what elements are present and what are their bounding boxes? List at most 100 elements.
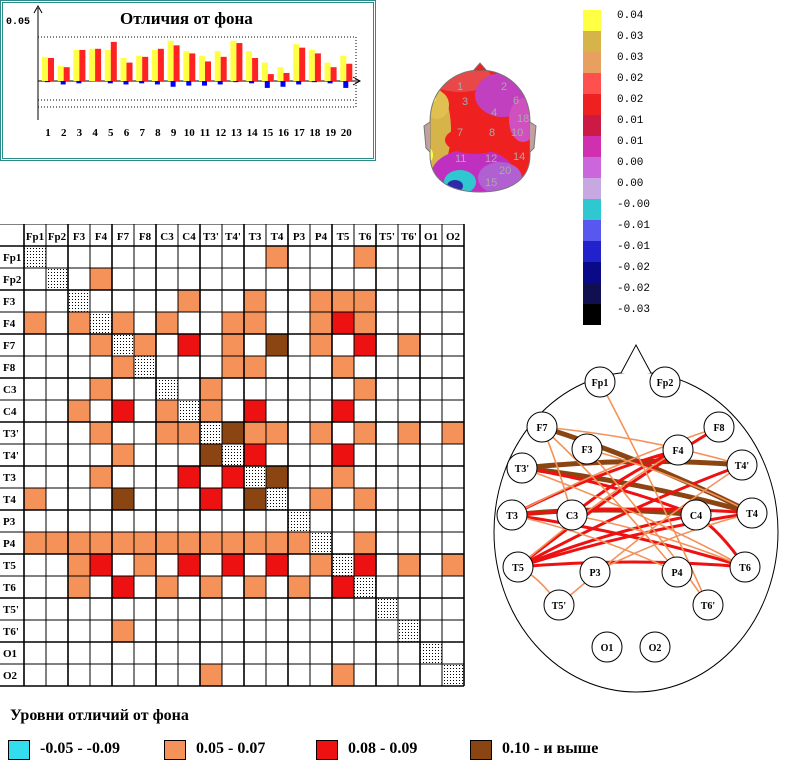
matrix-col-label: O1 xyxy=(424,231,438,243)
scale-swatch xyxy=(583,115,601,136)
scale-row: -0.01 xyxy=(583,220,663,241)
scale-label: 0.01 xyxy=(617,136,643,148)
matrix-cell xyxy=(112,400,134,422)
bar xyxy=(281,81,286,87)
bar xyxy=(340,56,346,81)
scale-swatch xyxy=(583,220,601,241)
matrix-cell xyxy=(178,554,200,576)
matrix-cell xyxy=(332,290,354,312)
matrix-cell xyxy=(244,576,266,598)
matrix-cell xyxy=(24,532,46,554)
matrix-cell xyxy=(178,532,200,554)
bar-x-tick-label: 7 xyxy=(134,127,150,139)
scale-label: 0.03 xyxy=(617,52,643,64)
scale-row: 0.01 xyxy=(583,136,663,157)
matrix-diagonal-cell xyxy=(222,444,244,466)
electrode-label: T5' xyxy=(552,601,567,612)
matrix-cell xyxy=(332,400,354,422)
matrix-diagonal-cell xyxy=(90,312,112,334)
bar-chart-xlabels: 1 2 3 4 5 6 7 8 9 10 11 12 13 14 15 16 17 18 19 20 xyxy=(0,127,370,143)
connectivity-head-diagram: Fp1 Fp2F7F3 F4F8T3' T4'T3 C3 C4 T4T5 P3 P4 T6T5' T… xyxy=(490,335,780,695)
difference-bar-chart: 0.05 Отличия от фона 1 2 3 4 5 6 7 8 9 10 11 12 13 14… xyxy=(0,0,376,161)
bar-x-tick-label: 2 xyxy=(56,127,72,139)
bar xyxy=(221,57,227,81)
matrix-row-label: Fp1 xyxy=(3,252,21,264)
matrix-diagonal-cell xyxy=(156,378,178,400)
matrix-cell xyxy=(134,334,156,356)
matrix-row-label: T5' xyxy=(3,604,19,616)
scale-swatch xyxy=(583,52,601,73)
matrix-col-label: T5' xyxy=(379,231,395,243)
matrix-diagonal-cell xyxy=(200,422,222,444)
electrode: T3 xyxy=(497,500,527,530)
bar xyxy=(76,81,81,83)
bar xyxy=(111,42,117,81)
bar xyxy=(331,67,337,81)
matrix-cell xyxy=(266,466,288,488)
scale-swatch xyxy=(583,241,601,262)
matrix-cell xyxy=(68,554,90,576)
matrix-cell xyxy=(112,312,134,334)
matrix-row-label: P3 xyxy=(3,516,16,528)
bar xyxy=(189,53,195,81)
bar xyxy=(139,81,144,83)
matrix-cell xyxy=(90,466,112,488)
electrode: T5 xyxy=(503,552,533,582)
bar xyxy=(284,73,290,81)
electrode-label: P3 xyxy=(589,568,600,579)
topomap-number: 4 xyxy=(491,107,497,119)
topomap-number: 7 xyxy=(457,127,463,139)
bar xyxy=(265,81,270,88)
topomap-number: 1 xyxy=(457,81,463,93)
matrix-cell xyxy=(200,664,222,686)
matrix-diagonal-cell xyxy=(112,334,134,356)
bar xyxy=(343,81,348,88)
matrix-diagonal-cell xyxy=(46,268,68,290)
scale-row: 0.00 xyxy=(583,157,663,178)
matrix-cell xyxy=(354,312,376,334)
matrix-cell xyxy=(156,312,178,334)
scale-label: 0.02 xyxy=(617,94,643,106)
bar-threshold-frame xyxy=(38,37,356,107)
matrix-col-label: T5 xyxy=(337,231,350,243)
bar xyxy=(124,81,129,84)
matrix-cell xyxy=(244,444,266,466)
electrode-label: T5 xyxy=(512,563,524,574)
matrix-cell xyxy=(354,532,376,554)
scale-row: 0.03 xyxy=(583,31,663,52)
matrix-cell xyxy=(354,422,376,444)
matrix-cell xyxy=(244,356,266,378)
matrix-row-label: F4 xyxy=(3,318,16,330)
scale-label: 0.00 xyxy=(617,157,643,169)
matrix-cell xyxy=(332,664,354,686)
bar xyxy=(155,81,160,84)
matrix-cell xyxy=(266,422,288,444)
bar xyxy=(230,41,236,81)
scale-swatch xyxy=(583,199,601,220)
matrix-cell xyxy=(112,444,134,466)
matrix-cell xyxy=(178,466,200,488)
matrix-cell xyxy=(244,422,266,444)
bar xyxy=(278,67,284,81)
matrix-row-label: Fp2 xyxy=(3,274,22,286)
scale-row: -0.00 xyxy=(583,199,663,220)
matrix-cell xyxy=(46,532,68,554)
matrix-cell xyxy=(200,576,222,598)
bar xyxy=(108,81,113,83)
matrix-diagonal-cell xyxy=(68,290,90,312)
matrix-cell xyxy=(90,334,112,356)
matrix-diagonal-cell xyxy=(398,620,420,642)
matrix-col-label: O2 xyxy=(446,231,461,243)
difference-matrix: Fp1 Fp1 Fp2 Fp2 F3 F3 F4 F4 F7 F7 F8 F8 C3 C3 C4 C4 T3' T… xyxy=(0,224,466,694)
legend-label: 0.10 - и выше xyxy=(502,740,598,758)
head-nose xyxy=(621,345,651,373)
matrix-cell xyxy=(68,400,90,422)
electrode: O1 xyxy=(592,632,622,662)
matrix-col-label: C3 xyxy=(160,231,174,243)
scale-swatch xyxy=(583,157,601,178)
matrix-cell xyxy=(310,312,332,334)
matrix-cell xyxy=(244,290,266,312)
bar-x-tick-label: 14 xyxy=(244,127,260,139)
bar-x-tick-label: 20 xyxy=(338,127,354,139)
matrix-cell xyxy=(134,554,156,576)
